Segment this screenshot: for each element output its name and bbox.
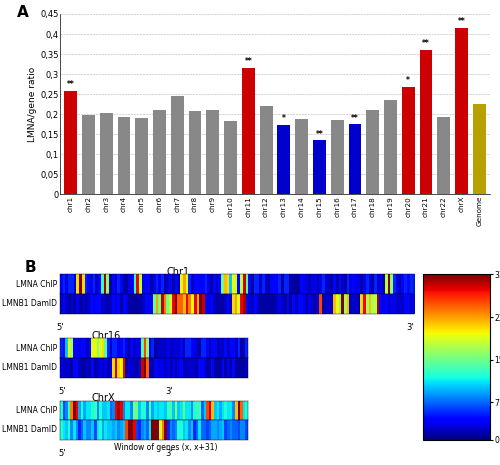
Text: Chr16: Chr16	[92, 331, 121, 341]
Text: 5': 5'	[56, 323, 64, 332]
Y-axis label: LMNA ChIP: LMNA ChIP	[16, 279, 57, 289]
Bar	[296, 119, 308, 194]
Bar	[348, 124, 362, 194]
Bar	[473, 104, 486, 194]
Bar	[242, 68, 254, 194]
Bar	[171, 96, 183, 194]
Text: **: **	[422, 40, 430, 48]
Y-axis label: LMNB1 DamID: LMNB1 DamID	[2, 425, 57, 434]
Bar	[136, 118, 148, 194]
Bar	[118, 117, 130, 194]
Bar	[313, 140, 326, 194]
Bar	[384, 100, 397, 194]
Text: 3': 3'	[165, 450, 172, 458]
Bar	[438, 117, 450, 194]
Text: 5': 5'	[58, 450, 66, 458]
Bar	[278, 125, 290, 194]
Bar	[260, 106, 272, 194]
Bar	[153, 110, 166, 194]
Y-axis label: LMNA ChIP: LMNA ChIP	[16, 344, 57, 352]
Text: **: **	[244, 58, 252, 66]
Y-axis label: LMNA/gene ratio: LMNA/gene ratio	[28, 66, 38, 142]
Text: Window of genes (x, x+31): Window of genes (x, x+31)	[114, 443, 218, 452]
Text: **: **	[458, 17, 466, 27]
Text: Chr1: Chr1	[166, 267, 190, 277]
Bar	[366, 110, 379, 194]
Text: **: **	[67, 80, 74, 89]
Bar	[331, 120, 344, 194]
Bar	[420, 50, 432, 194]
Text: **: **	[316, 130, 324, 139]
Text: 5': 5'	[58, 387, 66, 396]
Bar	[402, 87, 414, 194]
Text: A: A	[17, 5, 29, 20]
Bar	[100, 113, 112, 194]
Y-axis label: LMNB1 DamID: LMNB1 DamID	[2, 299, 57, 308]
Text: 3': 3'	[165, 387, 172, 396]
Bar	[455, 28, 468, 194]
Y-axis label: LMNB1 DamID: LMNB1 DamID	[2, 363, 57, 372]
Text: *: *	[282, 114, 286, 123]
Text: **: **	[351, 113, 359, 123]
Bar	[188, 111, 202, 194]
Text: *: *	[406, 76, 410, 86]
Text: B: B	[24, 260, 36, 275]
Bar	[206, 110, 219, 194]
Bar	[224, 120, 237, 194]
Text: 3': 3'	[406, 323, 414, 332]
Y-axis label: LMNA ChIP: LMNA ChIP	[16, 406, 57, 415]
Bar	[82, 115, 95, 194]
Bar	[64, 91, 77, 194]
Text: ChrX: ChrX	[92, 393, 116, 404]
